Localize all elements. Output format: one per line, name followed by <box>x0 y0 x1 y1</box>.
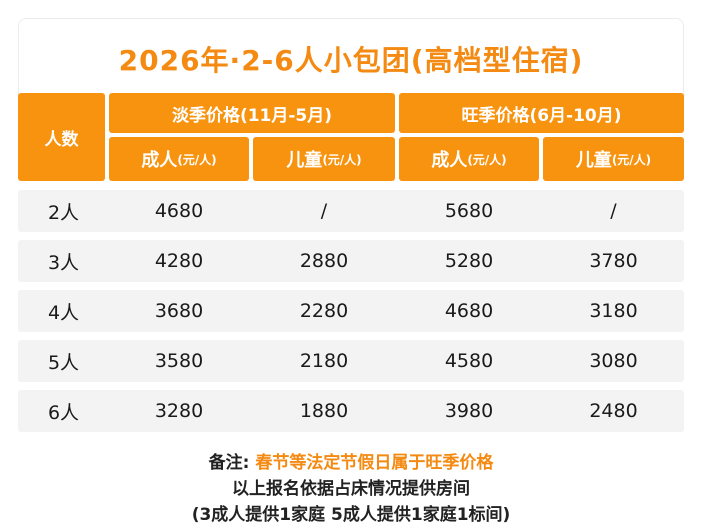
row-high-adult: 5280 <box>444 250 494 272</box>
table-row <box>18 340 684 382</box>
row-people: 3人 <box>47 251 80 274</box>
row-low-adult: 3280 <box>154 400 204 422</box>
notes-line-1: 备注: 春节等法定节假日属于旺季价格 <box>0 450 702 476</box>
row-low-adult: 4680 <box>154 200 204 222</box>
table-row <box>18 240 684 282</box>
row-high-adult: 4580 <box>444 350 494 372</box>
header-high-adult-unit: (元/人) <box>467 152 507 167</box>
row-low-adult: 3580 <box>154 350 204 372</box>
row-low-child: 2280 <box>299 300 349 322</box>
table-row <box>18 290 684 332</box>
header-high-child: 儿童 (元/人) <box>543 137 684 181</box>
notes-highlight: 春节等法定节假日属于旺季价格 <box>255 453 494 473</box>
notes: 备注: 春节等法定节假日属于旺季价格 以上报名依据占床情况提供房间 (3成人提供… <box>0 450 702 528</box>
row-high-adult: 5680 <box>444 200 494 222</box>
row-high-child: 3780 <box>589 250 638 272</box>
header-low-child-label: 儿童 <box>286 150 323 171</box>
row-low-child: 2180 <box>299 350 349 372</box>
notes-line-2: 以上报名依据占床情况提供房间 <box>232 479 470 499</box>
row-people: 5人 <box>47 351 80 374</box>
header-high-adult: 成人 (元/人) <box>399 137 539 181</box>
header-low-child: 儿童 (元/人) <box>253 137 395 181</box>
header-high-adult-label: 成人 <box>431 150 468 171</box>
notes-line-3: (3成人提供1家庭 5成人提供1家庭1标间) <box>191 505 511 525</box>
row-high-child: 3180 <box>589 300 638 322</box>
header-people: 人数 <box>18 93 105 181</box>
page-title: 2026年·2-6人小包团(高档型住宿) <box>118 43 584 77</box>
header-low-adult: 成人 (元/人) <box>109 137 249 181</box>
row-people: 4人 <box>47 301 80 324</box>
table-row <box>18 190 684 232</box>
row-high-child: 2480 <box>589 400 638 422</box>
header-low-season: 淡季价格(11月-5月) <box>109 93 395 133</box>
header-high-child-unit: (元/人) <box>611 152 652 167</box>
row-people: 2人 <box>47 201 80 224</box>
header-low-adult-unit: (元/人) <box>177 152 217 167</box>
row-high-adult: 4680 <box>444 300 494 322</box>
row-low-child: 2880 <box>299 250 349 272</box>
row-low-child: / <box>320 200 328 222</box>
header-high-season: 旺季价格(6月-10月) <box>399 93 684 133</box>
header-high-child-label: 儿童 <box>575 150 612 171</box>
header-low-adult-label: 成人 <box>141 150 178 171</box>
header-low-child-unit: (元/人) <box>322 152 362 167</box>
title-box: 2026年·2-6人小包团(高档型住宿) <box>18 18 684 98</box>
row-low-child: 1880 <box>299 400 349 422</box>
row-low-adult: 3680 <box>154 300 204 322</box>
notes-label: 备注: <box>208 453 250 473</box>
table-row <box>18 390 684 432</box>
row-low-adult: 4280 <box>154 250 204 272</box>
row-high-child: 3080 <box>589 350 638 372</box>
row-high-adult: 3980 <box>444 400 494 422</box>
row-high-child: / <box>610 200 617 222</box>
row-people: 6人 <box>47 401 80 424</box>
